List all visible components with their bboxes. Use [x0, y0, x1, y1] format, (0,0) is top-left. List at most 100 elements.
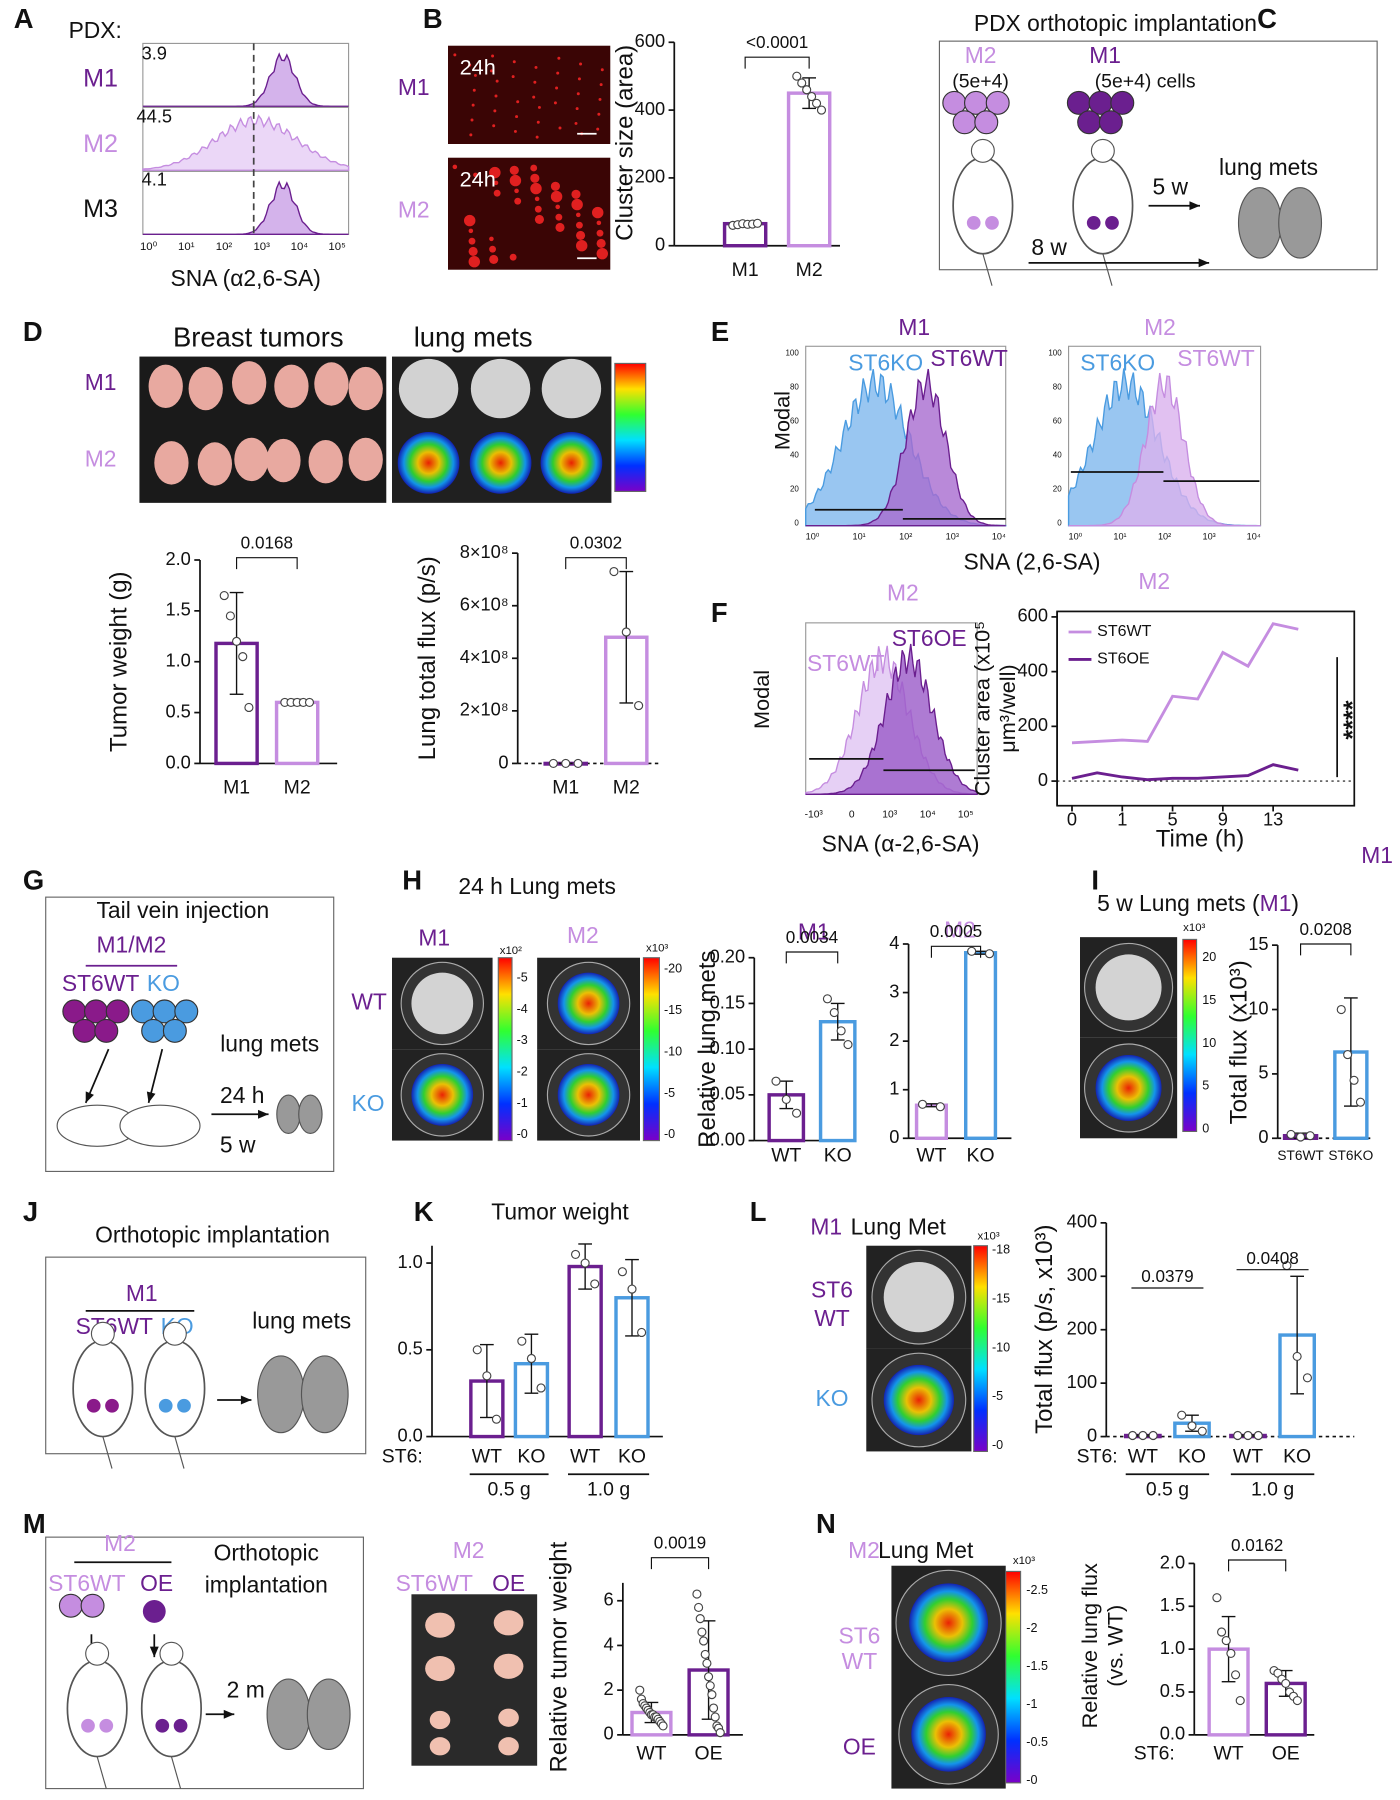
data-point	[707, 1690, 717, 1700]
data-point	[715, 1728, 725, 1738]
label: M2	[85, 446, 117, 472]
label: lung mets	[252, 1307, 351, 1333]
label: 44.5	[137, 106, 173, 127]
cell	[1077, 110, 1102, 135]
label: 24 h Lung mets	[458, 873, 615, 899]
data-point	[1336, 1004, 1346, 1015]
cell	[94, 1018, 119, 1043]
data-point	[1230, 1670, 1241, 1680]
chart-title: M1	[798, 919, 830, 945]
shape	[142, 170, 350, 235]
panel-label: D	[23, 316, 43, 347]
image	[883, 1364, 954, 1436]
lung	[276, 1094, 301, 1135]
data-point	[1295, 1132, 1306, 1142]
panel-label: C	[1257, 3, 1277, 34]
image	[556, 71, 560, 75]
cell	[72, 1018, 97, 1043]
tick-label: -3	[517, 1033, 528, 1047]
image	[509, 174, 522, 187]
lung	[266, 1678, 311, 1751]
tick-label: 0	[1057, 519, 1062, 528]
label: 24 h	[220, 1082, 264, 1108]
tick-label: 10⁵	[328, 241, 346, 253]
color-bar	[614, 362, 647, 492]
label: ST6WT	[48, 1570, 125, 1596]
data-point	[1286, 1129, 1296, 1139]
tick-label: -10	[664, 1044, 682, 1058]
mouse	[140, 1659, 202, 1758]
tick-label: 0	[849, 810, 855, 821]
image	[425, 1612, 455, 1638]
image	[515, 115, 519, 119]
image	[472, 88, 476, 92]
mouse	[982, 253, 993, 286]
tick-label: -15	[664, 1003, 682, 1017]
image	[473, 172, 478, 178]
y-tick-label: 0	[1038, 769, 1048, 790]
tick-label: 20	[1202, 950, 1216, 964]
y-tick-label: 1.5	[165, 599, 190, 620]
data-point	[1302, 1373, 1312, 1383]
image	[468, 256, 480, 268]
x-tick-label: WT	[472, 1445, 502, 1467]
tick-label: -10	[992, 1340, 1010, 1354]
label: 2 m	[227, 1676, 265, 1702]
label: M2	[104, 1530, 136, 1556]
image	[557, 1064, 620, 1126]
y-tick-label: 2.0	[1160, 1551, 1185, 1572]
image	[348, 437, 383, 482]
cell	[1098, 110, 1123, 135]
y-tick-label: 6	[604, 1589, 614, 1610]
image	[453, 53, 457, 57]
image	[493, 1653, 524, 1679]
y-tick-label: 0.0	[165, 751, 190, 772]
data-point	[695, 1614, 705, 1624]
cell	[974, 110, 999, 135]
label: M1	[85, 369, 117, 395]
panel-label: E	[711, 316, 729, 347]
cell	[58, 1593, 83, 1618]
label: Tail vein injection	[97, 897, 270, 923]
y-tick-label: 1.0	[397, 1251, 422, 1272]
label: KO	[351, 1090, 384, 1116]
label: 24h	[460, 166, 496, 191]
p-value: 0.0168	[241, 533, 293, 553]
data-point	[1253, 1430, 1263, 1441]
y-tick-label: 0.5	[1160, 1680, 1185, 1701]
image	[470, 358, 531, 419]
image	[1095, 1055, 1162, 1121]
mouse	[96, 1756, 107, 1789]
label: Orthotopic	[214, 1539, 319, 1565]
data-point	[1212, 1593, 1222, 1603]
lung	[1278, 187, 1323, 259]
image	[533, 80, 537, 84]
shape	[45, 896, 335, 1172]
legend-label: ST6WT	[1097, 623, 1151, 640]
x-tick-label: WT	[1128, 1445, 1158, 1467]
label: 5 w	[220, 1131, 256, 1157]
data-point	[697, 1627, 707, 1637]
data-point	[708, 1703, 719, 1713]
image	[266, 438, 301, 483]
data-point	[637, 1327, 647, 1338]
image	[550, 181, 560, 191]
y-tick-label: 0	[1258, 1126, 1268, 1147]
label: PDX:	[69, 17, 122, 43]
image	[274, 364, 309, 408]
bar	[786, 91, 832, 248]
image	[232, 361, 267, 405]
y-tick-label: 0.20	[710, 946, 746, 967]
mouse	[170, 1756, 182, 1789]
label: M1	[418, 924, 450, 950]
image	[493, 109, 497, 113]
x-axis-label: Time (h)	[1156, 825, 1244, 852]
data-point	[526, 1353, 536, 1364]
panel-label: B	[423, 3, 443, 34]
cell	[174, 999, 199, 1024]
image	[489, 69, 493, 73]
image	[464, 214, 476, 227]
data-point	[1281, 1678, 1291, 1688]
data-point	[1235, 1695, 1245, 1706]
image	[530, 182, 542, 195]
